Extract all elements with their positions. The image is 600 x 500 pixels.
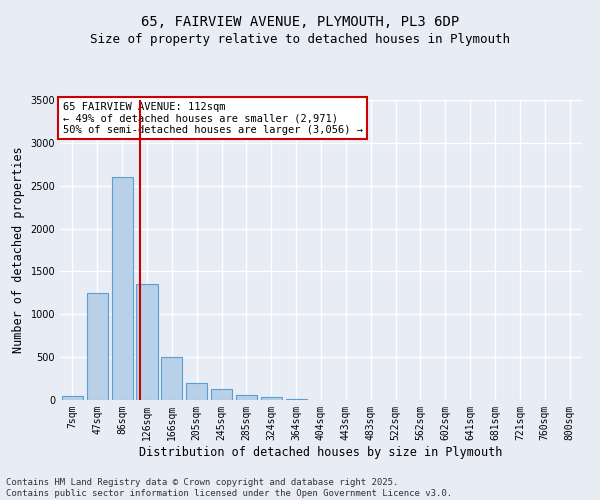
- Bar: [112, 177, 133, 400]
- Y-axis label: Number of detached properties: Number of detached properties: [12, 146, 25, 354]
- Bar: [286, 399, 307, 400]
- X-axis label: Distribution of detached houses by size in Plymouth: Distribution of detached houses by size …: [139, 446, 503, 458]
- Text: Contains HM Land Registry data © Crown copyright and database right 2025.
Contai: Contains HM Land Registry data © Crown c…: [6, 478, 452, 498]
- Bar: [211, 389, 232, 400]
- Text: 65 FAIRVIEW AVENUE: 112sqm
← 49% of detached houses are smaller (2,971)
50% of s: 65 FAIRVIEW AVENUE: 112sqm ← 49% of deta…: [62, 102, 362, 134]
- Text: Size of property relative to detached houses in Plymouth: Size of property relative to detached ho…: [90, 32, 510, 46]
- Bar: [62, 396, 83, 400]
- Text: 65, FAIRVIEW AVENUE, PLYMOUTH, PL3 6DP: 65, FAIRVIEW AVENUE, PLYMOUTH, PL3 6DP: [141, 15, 459, 29]
- Bar: [87, 293, 108, 400]
- Bar: [261, 398, 282, 400]
- Bar: [186, 383, 207, 400]
- Bar: [136, 284, 158, 400]
- Bar: [236, 395, 257, 400]
- Bar: [161, 357, 182, 400]
